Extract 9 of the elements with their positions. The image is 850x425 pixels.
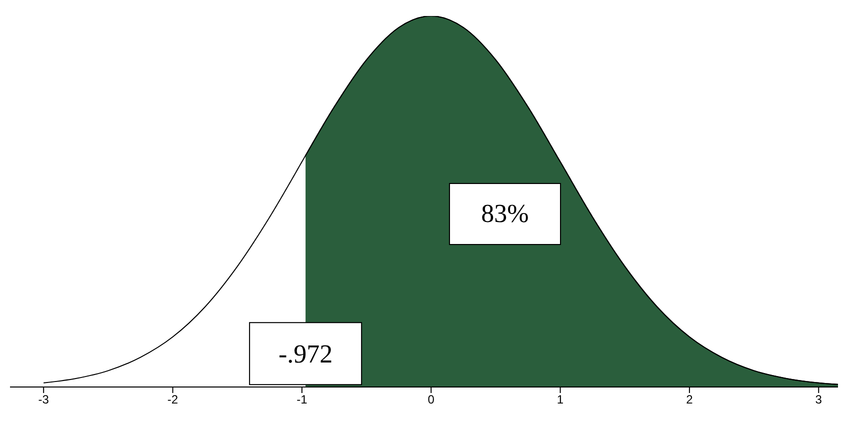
x-tick-label: 0 <box>428 392 435 407</box>
annotation: 83% <box>449 183 561 245</box>
x-tick-label: -1 <box>296 392 308 407</box>
x-tick-label: 1 <box>556 392 564 407</box>
x-tick-label: -2 <box>167 392 178 407</box>
x-tick-label: 2 <box>686 392 694 407</box>
x-tick-label: 3 <box>815 392 822 407</box>
annotation: -.972 <box>278 340 333 369</box>
x-tick-label: -3 <box>38 392 50 407</box>
